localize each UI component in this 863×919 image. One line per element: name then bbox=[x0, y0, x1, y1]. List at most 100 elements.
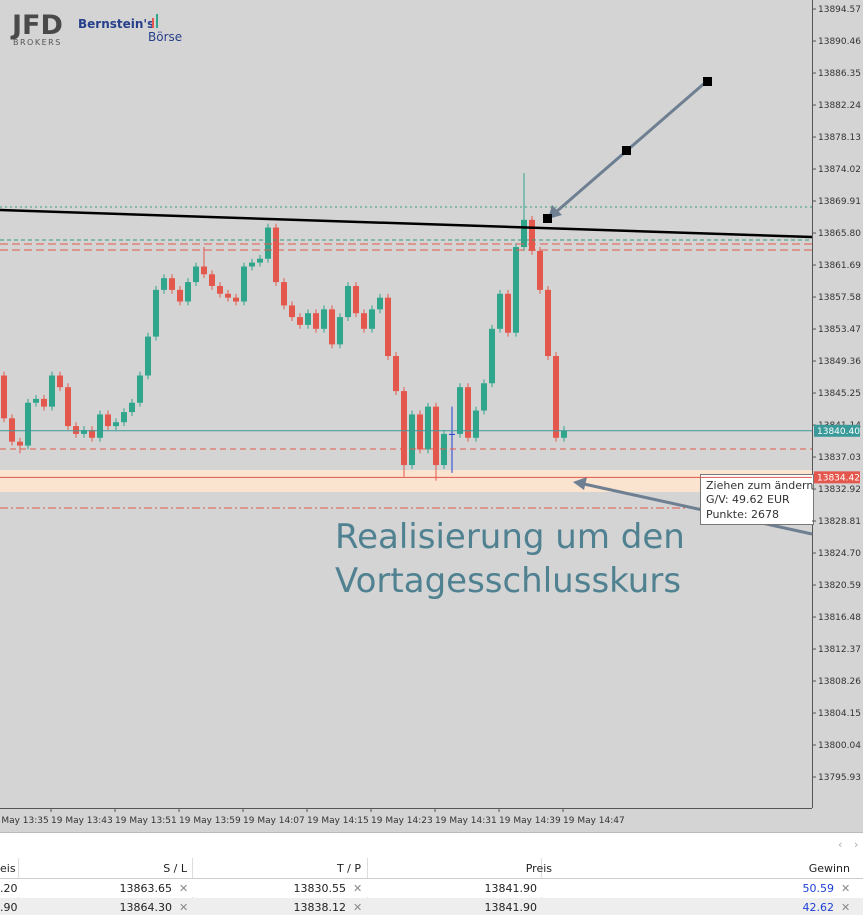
y-tick-label: 13808.26 bbox=[818, 677, 861, 687]
candle-body bbox=[313, 313, 319, 329]
candle-body bbox=[17, 441, 23, 446]
scroll-arrow[interactable]: ‹ bbox=[838, 838, 842, 851]
candle-body bbox=[153, 289, 159, 337]
candle-body bbox=[217, 285, 223, 294]
candle-body bbox=[73, 426, 79, 434]
candle-body bbox=[81, 430, 87, 434]
table-cell: 13864.30 bbox=[120, 901, 173, 914]
y-tick-label: 13894.57 bbox=[818, 5, 861, 15]
x-tick-label: 19 May 14:39 bbox=[499, 816, 561, 826]
arrow bbox=[573, 477, 813, 536]
y-tick-label: 13861.69 bbox=[818, 261, 861, 271]
x-tick-label: 19 May 14:47 bbox=[563, 816, 625, 826]
tooltip-box bbox=[700, 474, 814, 525]
candle-body bbox=[249, 262, 255, 267]
candle-body bbox=[377, 297, 383, 310]
table-cell: 13830.55 bbox=[294, 882, 347, 895]
table-cell: 50.59 bbox=[803, 882, 835, 895]
y-tick-label: 13804.15 bbox=[818, 709, 861, 719]
close-button[interactable]: ✕ bbox=[179, 882, 188, 895]
candle-body bbox=[113, 422, 119, 427]
table-header: T / P bbox=[336, 862, 361, 875]
candle-body bbox=[401, 391, 407, 466]
candle-body bbox=[545, 289, 551, 357]
candle-body bbox=[233, 297, 239, 302]
candle-body bbox=[169, 278, 175, 290]
candle-body bbox=[529, 219, 535, 251]
candle-body bbox=[353, 285, 359, 314]
y-tick-label: 13824.70 bbox=[818, 549, 861, 559]
table-cell: .20 bbox=[0, 882, 18, 895]
close-button[interactable]: ✕ bbox=[353, 882, 362, 895]
close-button[interactable]: ✕ bbox=[179, 901, 188, 914]
y-tick-label: 13853.47 bbox=[818, 325, 861, 335]
candle-body bbox=[553, 356, 559, 438]
candle-body bbox=[489, 328, 495, 384]
close-button[interactable]: ✕ bbox=[841, 901, 850, 914]
trade-table: eis S / L T / P Preis Gewinn .20 13863.65 ✕ 1383… bbox=[0, 858, 863, 916]
candle-body bbox=[209, 274, 215, 286]
arrow bbox=[543, 77, 712, 223]
y-tick-label: 13878.13 bbox=[818, 133, 861, 143]
candle-body bbox=[241, 266, 247, 302]
table-cell: 13841.90 bbox=[485, 901, 538, 914]
table-header: Preis bbox=[526, 862, 553, 875]
candle-body bbox=[57, 375, 63, 388]
tooltip-text: Punkte: 2678 bbox=[706, 508, 779, 521]
candle-body bbox=[513, 247, 519, 333]
candle-body bbox=[393, 356, 399, 392]
candle-body bbox=[361, 313, 367, 329]
logo: JFD BROKERS Bernstein's Börse bbox=[10, 10, 182, 47]
y-tick-label: 13857.58 bbox=[818, 293, 861, 303]
candle-body bbox=[297, 317, 303, 325]
x-tick-label: 19 May 13:51 bbox=[115, 816, 177, 826]
plot bbox=[1, 173, 567, 481]
scroll-arrow[interactable]: › bbox=[854, 838, 858, 851]
y-tick-label: 13828.81 bbox=[818, 517, 861, 527]
y-tick-label: 13845.25 bbox=[818, 389, 861, 399]
candle-body bbox=[305, 313, 311, 325]
tooltip-text: G/V: 49.62 EUR bbox=[706, 493, 790, 506]
candle-body bbox=[105, 414, 111, 427]
candle-body bbox=[185, 282, 191, 302]
price-label-box bbox=[814, 471, 860, 484]
candle-body bbox=[433, 406, 439, 466]
candle-body bbox=[137, 375, 143, 403]
candle-body bbox=[321, 309, 327, 329]
close-button[interactable]: ✕ bbox=[353, 901, 362, 914]
candle-body bbox=[273, 227, 279, 283]
y-tick-label: 13812.37 bbox=[818, 645, 861, 655]
y-tick-label: 13795.93 bbox=[818, 773, 861, 783]
logo-sub: BROKERS bbox=[13, 38, 62, 47]
zone-band bbox=[0, 470, 812, 492]
logo-partner: Bernstein's bbox=[78, 17, 154, 31]
candle-body bbox=[41, 398, 47, 407]
price-label: 13840.40 bbox=[817, 427, 860, 437]
x-tick-label: 19 May 14:07 bbox=[243, 816, 305, 826]
candle-body bbox=[33, 398, 39, 403]
candle-body bbox=[65, 387, 71, 427]
candle-body bbox=[505, 293, 511, 333]
candle-body bbox=[201, 266, 207, 275]
candle-body bbox=[465, 387, 471, 438]
y-tick-label: 13890.46 bbox=[818, 37, 861, 47]
candle-body bbox=[425, 406, 431, 450]
candle-body bbox=[497, 293, 503, 329]
y-tick-label: 13800.04 bbox=[818, 741, 861, 751]
candle-body bbox=[449, 433, 455, 435]
candle-body bbox=[161, 278, 167, 290]
candle-body bbox=[417, 414, 423, 450]
candle-body bbox=[1, 375, 7, 419]
table-header-bg bbox=[0, 858, 863, 878]
close-button[interactable]: ✕ bbox=[841, 882, 850, 895]
candle-body bbox=[121, 412, 127, 423]
candle-body bbox=[193, 266, 199, 283]
x-tick-label: 19 May 14:23 bbox=[371, 816, 433, 826]
y-tick-label: 13865.80 bbox=[818, 229, 861, 239]
candle-body bbox=[369, 309, 375, 329]
y-tick-label: 13816.48 bbox=[818, 613, 861, 623]
logo-partner: Börse bbox=[148, 30, 182, 44]
candle-body bbox=[265, 227, 271, 259]
